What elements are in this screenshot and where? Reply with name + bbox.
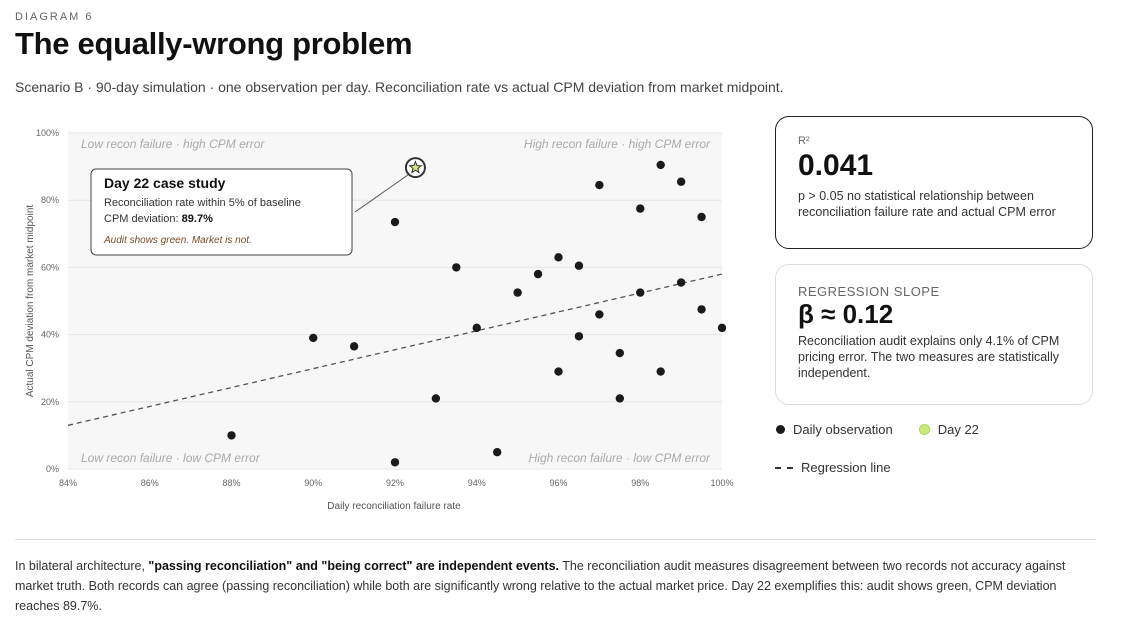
data-point bbox=[554, 253, 563, 262]
y-tick-label: 0% bbox=[46, 464, 59, 474]
y-tick-label: 20% bbox=[41, 397, 59, 407]
x-axis-label: Daily reconciliation failure rate bbox=[327, 501, 461, 512]
legend-regression-label: Regression line bbox=[801, 460, 891, 475]
y-tick-label: 60% bbox=[41, 262, 59, 272]
x-tick-label: 94% bbox=[468, 478, 486, 488]
data-point bbox=[554, 367, 563, 376]
y-tick-label: 40% bbox=[41, 330, 59, 340]
data-point bbox=[595, 310, 604, 319]
data-point bbox=[472, 323, 481, 333]
footer-text: In bilateral architecture, "passing reco… bbox=[15, 556, 1100, 616]
x-tick-label: 90% bbox=[304, 478, 322, 488]
x-tick-label: 88% bbox=[222, 478, 240, 488]
data-point bbox=[574, 261, 584, 270]
footer-bold: "passing reconciliation" and "being corr… bbox=[148, 559, 560, 573]
scatter-chart: 0% 20% 40% 60% 80% 100% 84% 86% 88% 90% 92% 94% 96%… bbox=[25, 128, 734, 512]
grid-lines bbox=[68, 132, 722, 470]
annotation-box: Day 22 case study Reconciliation rate wi… bbox=[90, 168, 353, 256]
footer-prefix: In bilateral architecture, bbox=[15, 559, 149, 573]
regression-line bbox=[67, 273, 723, 426]
slope-card: REGRESSION SLOPE β ≈ 0.12 Reconciliation… bbox=[775, 264, 1093, 405]
r2-description: p > 0.05 no statistical relationship bet… bbox=[798, 189, 1056, 219]
data-point bbox=[452, 263, 461, 272]
data-point bbox=[309, 333, 318, 343]
slope-value: β ≈ 0.12 bbox=[798, 299, 894, 329]
data-point bbox=[533, 269, 543, 279]
data-point bbox=[574, 332, 584, 341]
data-point bbox=[513, 288, 522, 297]
slope-label: REGRESSION SLOPE bbox=[798, 284, 940, 299]
annotation-line1: Reconciliation rate within 5% of baselin… bbox=[104, 197, 301, 209]
data-point bbox=[676, 278, 686, 287]
annotation-note: Audit shows green. Market is not. bbox=[103, 235, 252, 246]
legend-daily-label: Daily observation bbox=[793, 422, 893, 437]
data-point bbox=[636, 288, 645, 297]
r2-label: R² bbox=[798, 135, 810, 147]
data-point bbox=[656, 367, 665, 376]
r2-card: R² 0.041 p > 0.05 no statistical relatio… bbox=[775, 116, 1093, 249]
data-point bbox=[227, 431, 236, 440]
data-point bbox=[390, 217, 400, 227]
data-point bbox=[431, 394, 441, 403]
x-tick-labels: 84% 86% 88% 90% 92% 94% 96% 98% 100% bbox=[59, 478, 734, 488]
svg-text:CPM deviation: 89.7%: CPM deviation: 89.7% bbox=[104, 213, 213, 225]
data-point bbox=[697, 305, 706, 314]
divider bbox=[15, 539, 1096, 540]
x-tick-label: 96% bbox=[549, 478, 567, 488]
legend-day22-label: Day 22 bbox=[937, 422, 979, 437]
page-title: The equally-wrong problem bbox=[15, 26, 413, 61]
legend-dot-icon bbox=[776, 425, 785, 434]
data-point bbox=[615, 394, 625, 403]
x-tick-label: 86% bbox=[141, 478, 159, 488]
legend-daily: Daily observation Day 22 bbox=[775, 422, 979, 437]
legend-regression: Regression line bbox=[775, 460, 891, 475]
diagram-eyebrow: DIAGRAM 6 bbox=[15, 11, 94, 23]
page-subtitle: Scenario B · 90-day simulation · one obs… bbox=[15, 79, 784, 95]
x-tick-label: 98% bbox=[631, 478, 649, 488]
day22-marker bbox=[404, 157, 426, 179]
r2-value: 0.041 bbox=[798, 149, 874, 182]
y-axis-label: Actual CPM deviation from market midpoin… bbox=[25, 205, 36, 398]
y-tick-label: 100% bbox=[36, 128, 59, 138]
quadrant-label-top-right: High recon failure · high CPM error bbox=[524, 137, 711, 151]
slope-description: Reconciliation audit explains only 4.1% … bbox=[798, 334, 1060, 380]
annotation-title: Day 22 case study bbox=[104, 175, 226, 191]
data-point bbox=[492, 448, 502, 457]
data-point bbox=[390, 458, 400, 467]
quadrant-label-bottom-right: High recon failure · low CPM error bbox=[529, 451, 711, 465]
data-points bbox=[227, 160, 727, 467]
data-point bbox=[349, 342, 359, 351]
x-tick-label: 100% bbox=[710, 478, 733, 488]
data-point bbox=[697, 212, 706, 222]
data-point bbox=[717, 323, 727, 333]
data-point bbox=[615, 348, 625, 358]
data-point bbox=[595, 180, 604, 190]
day22-star-icon bbox=[408, 160, 423, 174]
footer-rest: The reconciliation audit measures disagr… bbox=[15, 559, 1066, 613]
x-tick-label: 92% bbox=[386, 478, 404, 488]
annotation-line2-value: 89.7% bbox=[182, 213, 213, 225]
quadrant-label-top-left: Low recon failure · high CPM error bbox=[81, 137, 265, 151]
data-point bbox=[636, 204, 645, 213]
data-point bbox=[676, 177, 686, 186]
y-tick-label: 80% bbox=[41, 195, 59, 205]
quadrant-label-bottom-left: Low recon failure · low CPM error bbox=[81, 451, 261, 465]
data-point bbox=[656, 160, 665, 170]
y-tick-labels: 0% 20% 40% 60% 80% 100% bbox=[36, 128, 59, 474]
x-tick-label: 84% bbox=[59, 478, 77, 488]
annotation-line2-prefix: CPM deviation: bbox=[104, 213, 182, 225]
legend-dash-icon bbox=[775, 466, 793, 469]
legend-day22-icon bbox=[918, 424, 930, 435]
callout-connector bbox=[354, 174, 409, 213]
